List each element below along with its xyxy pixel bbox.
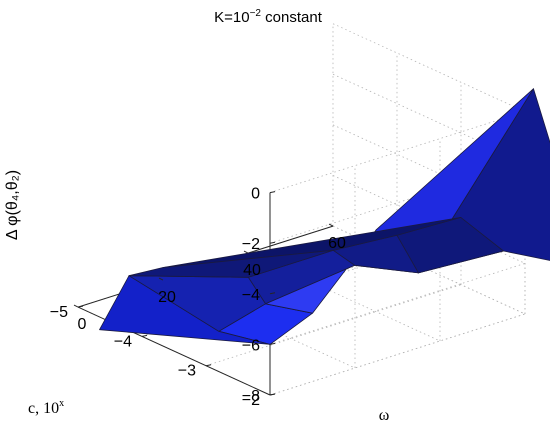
y-tick-mark [142, 335, 147, 336]
y-tick-label: −3 [178, 363, 196, 380]
y-axis-label: c, 10x [28, 398, 64, 417]
grid-line [333, 24, 525, 112]
z-tick-label: 0 [251, 186, 260, 203]
y-tick-mark [78, 306, 83, 307]
z-tick-label: −6 [242, 337, 260, 354]
y-tick-label: −5 [50, 304, 68, 321]
z-tick-mark [270, 394, 275, 395]
chart-title: K=10−2 constant [214, 8, 323, 26]
y-tick-mark [206, 365, 211, 366]
z-axis-label: Δ φ(θ₄,θ₂) [4, 170, 21, 240]
x-tick-label: 40 [243, 262, 261, 279]
x-axis-label: ω [379, 407, 390, 424]
x-tick-label: 20 [158, 289, 176, 306]
z-tick-label: −4 [242, 287, 260, 304]
z-tick-mark [270, 242, 275, 243]
grid-line [270, 314, 525, 395]
x-tick-label: 0 [78, 316, 87, 333]
x-tick-mark [74, 305, 78, 307]
x-tick-label: 60 [328, 235, 346, 252]
x-tick-mark [329, 224, 333, 226]
grid-line [270, 314, 525, 395]
z-tick-mark [270, 192, 275, 193]
z-tick-label: −2 [242, 236, 260, 253]
y-tick-label: −4 [114, 333, 132, 350]
z-tick-label: −8 [242, 388, 260, 405]
